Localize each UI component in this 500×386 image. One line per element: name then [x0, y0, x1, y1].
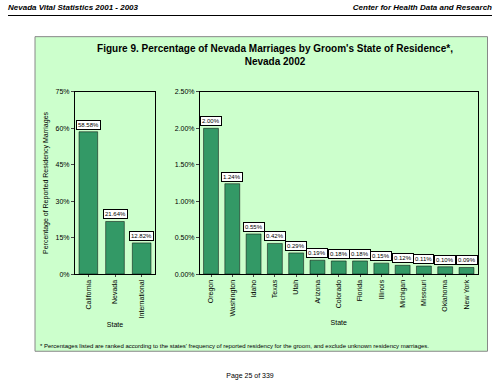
html-text:Page 25 of 339: Page 25 of 339 [226, 372, 274, 379]
svg-text:Florida: Florida [356, 280, 363, 302]
svg-text:Oklahoma: Oklahoma [441, 280, 448, 312]
svg-text:0.11%: 0.11% [415, 256, 432, 262]
svg-text:45%: 45% [56, 161, 70, 168]
svg-text:1.50%: 1.50% [175, 161, 195, 168]
svg-text:0.00%: 0.00% [175, 271, 195, 278]
html-text:* Percentages listed are ranke: * Percentages listed are ranked accordin… [40, 343, 429, 349]
svg-text:Oregon: Oregon [207, 280, 215, 303]
svg-text:58.58%: 58.58% [78, 122, 99, 128]
svg-text:Idaho: Idaho [250, 280, 257, 298]
svg-text:21.64%: 21.64% [105, 211, 126, 217]
svg-text:International: International [138, 279, 145, 318]
svg-text:Nevada: Nevada [111, 280, 118, 304]
svg-text:75%: 75% [56, 88, 70, 95]
svg-text:Texas: Texas [271, 279, 278, 298]
svg-text:60%: 60% [56, 125, 70, 132]
svg-text:Percentage of Reported Residen: Percentage of Reported Residency Marriag… [42, 111, 50, 254]
svg-text:State: State [331, 319, 347, 326]
html-text:Figure 9. Percentage of Nevada: Figure 9. Percentage of Nevada Marriages… [97, 43, 453, 67]
svg-text:0.18%: 0.18% [330, 251, 348, 257]
html-text:Center for Health Data and Res: Center for Health Data and Research [352, 3, 492, 12]
svg-text:1.24%: 1.24% [223, 174, 241, 180]
svg-text:0.10%: 0.10% [436, 257, 454, 263]
svg-text:0.55%: 0.55% [245, 224, 263, 230]
svg-text:0.09%: 0.09% [458, 257, 476, 263]
svg-text:0.29%: 0.29% [287, 243, 305, 249]
svg-text:Colorado: Colorado [335, 280, 342, 309]
svg-text:30%: 30% [56, 198, 70, 205]
svg-text:California: California [85, 280, 92, 310]
svg-text:Utah: Utah [292, 280, 299, 295]
svg-text:0.12%: 0.12% [394, 255, 412, 261]
svg-text:Illinois: Illinois [378, 279, 385, 299]
svg-text:0.42%: 0.42% [266, 233, 284, 239]
svg-text:Missouri: Missouri [420, 279, 427, 306]
svg-text:12.82%: 12.82% [131, 233, 152, 239]
svg-text:2.00%: 2.00% [175, 125, 195, 132]
svg-text:0.50%: 0.50% [175, 234, 195, 241]
svg-text:2.50%: 2.50% [175, 88, 195, 95]
svg-text:15%: 15% [56, 234, 70, 241]
svg-text:Washington: Washington [229, 280, 237, 317]
html-text:Nevada Vital Statistics 2001 -: Nevada Vital Statistics 2001 - 2003 [8, 3, 138, 12]
svg-text:2.00%: 2.00% [202, 118, 220, 124]
svg-text:0.15%: 0.15% [372, 253, 390, 259]
svg-text:0.18%: 0.18% [351, 251, 369, 257]
svg-text:Arizona: Arizona [314, 280, 321, 304]
svg-text:0.19%: 0.19% [308, 250, 326, 256]
svg-text:New York: New York [463, 279, 470, 309]
svg-text:1.00%: 1.00% [175, 198, 195, 205]
svg-text:0%: 0% [59, 271, 69, 278]
svg-text:Michigan: Michigan [399, 280, 407, 308]
svg-text:State: State [107, 321, 123, 328]
